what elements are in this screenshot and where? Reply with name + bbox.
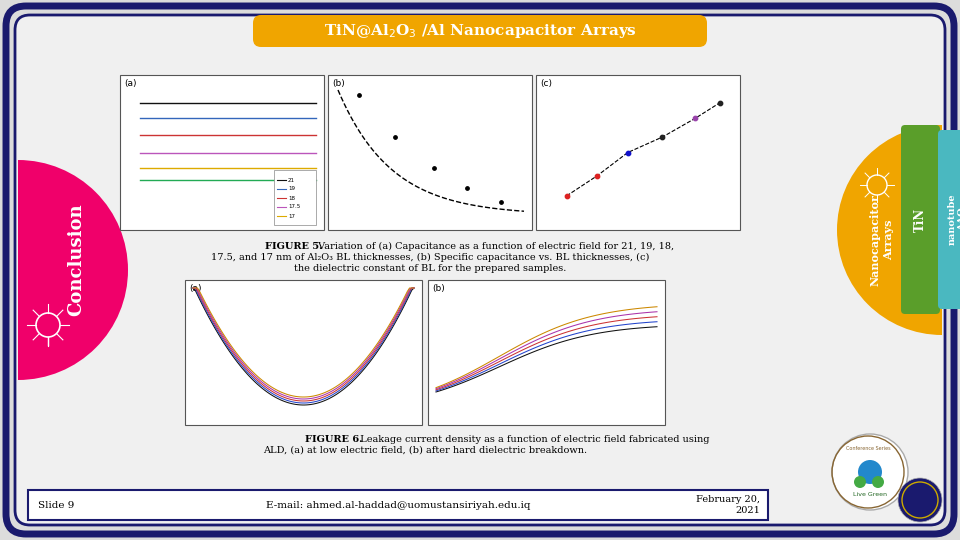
- Text: FIGURE 5.: FIGURE 5.: [265, 242, 323, 251]
- FancyBboxPatch shape: [120, 75, 324, 230]
- Text: E-mail: ahmed.al-haddad@uomustansiriyah.edu.iq: E-mail: ahmed.al-haddad@uomustansiriyah.…: [266, 501, 530, 510]
- Point: [459, 184, 474, 192]
- FancyBboxPatch shape: [28, 490, 768, 520]
- Circle shape: [858, 460, 882, 484]
- FancyBboxPatch shape: [185, 280, 422, 425]
- Wedge shape: [837, 125, 942, 335]
- Point: [620, 148, 636, 157]
- Text: Variation of (a) Capacitance as a function of electric field for 21, 19, 18,: Variation of (a) Capacitance as a functi…: [315, 242, 674, 251]
- Circle shape: [872, 476, 884, 488]
- Point: [559, 192, 574, 200]
- Circle shape: [832, 434, 908, 510]
- Point: [388, 133, 403, 141]
- Text: Leakage current density as a function of electric field fabricated using: Leakage current density as a function of…: [357, 435, 709, 444]
- FancyBboxPatch shape: [938, 130, 960, 309]
- Point: [426, 164, 442, 172]
- Text: the dielectric constant of BL for the prepared samples.: the dielectric constant of BL for the pr…: [294, 264, 566, 273]
- Text: 17.5, and 17 nm of Al₂O₃ BL thicknesses, (b) Specific capacitance vs. BL thickne: 17.5, and 17 nm of Al₂O₃ BL thicknesses,…: [211, 253, 649, 262]
- Text: (a): (a): [124, 79, 136, 88]
- Text: Live Green: Live Green: [853, 492, 887, 497]
- Text: FIGURE 6.: FIGURE 6.: [305, 435, 363, 444]
- Text: (a): (a): [189, 284, 202, 293]
- FancyBboxPatch shape: [274, 170, 316, 225]
- Point: [712, 99, 728, 107]
- Circle shape: [854, 476, 866, 488]
- Text: ALD, (a) at low electric field, (b) after hard dielectric breakdown.: ALD, (a) at low electric field, (b) afte…: [263, 446, 588, 455]
- Circle shape: [898, 478, 942, 522]
- Text: February 20,
2021: February 20, 2021: [696, 495, 760, 515]
- Text: (c): (c): [540, 79, 552, 88]
- Text: (b): (b): [432, 284, 444, 293]
- Text: Nanocapacitor
Arrays: Nanocapacitor Arrays: [870, 194, 895, 286]
- Text: 18: 18: [288, 195, 295, 200]
- Point: [655, 133, 670, 141]
- FancyBboxPatch shape: [328, 75, 532, 230]
- FancyBboxPatch shape: [253, 15, 707, 47]
- Wedge shape: [18, 160, 128, 380]
- Point: [351, 91, 367, 99]
- Text: Conclusion: Conclusion: [67, 204, 85, 316]
- FancyBboxPatch shape: [6, 6, 954, 534]
- Point: [589, 171, 605, 180]
- FancyBboxPatch shape: [536, 75, 740, 230]
- Text: TiN@Al$_2$O$_3$ /Al Nanocapacitor Arrays: TiN@Al$_2$O$_3$ /Al Nanocapacitor Arrays: [324, 22, 636, 40]
- Text: 21: 21: [288, 178, 295, 183]
- Text: Conference Series: Conference Series: [846, 446, 890, 450]
- FancyBboxPatch shape: [15, 15, 945, 525]
- Text: nanotube
AAO: nanotube AAO: [948, 194, 960, 245]
- Text: TiN: TiN: [914, 207, 927, 232]
- Text: 17: 17: [288, 213, 295, 219]
- Text: Slide 9: Slide 9: [38, 501, 74, 510]
- Point: [493, 198, 509, 206]
- FancyBboxPatch shape: [901, 125, 940, 314]
- Text: 19: 19: [288, 186, 295, 192]
- Text: 17.5: 17.5: [288, 205, 300, 210]
- Text: (b): (b): [332, 79, 345, 88]
- FancyBboxPatch shape: [428, 280, 665, 425]
- Point: [687, 114, 703, 123]
